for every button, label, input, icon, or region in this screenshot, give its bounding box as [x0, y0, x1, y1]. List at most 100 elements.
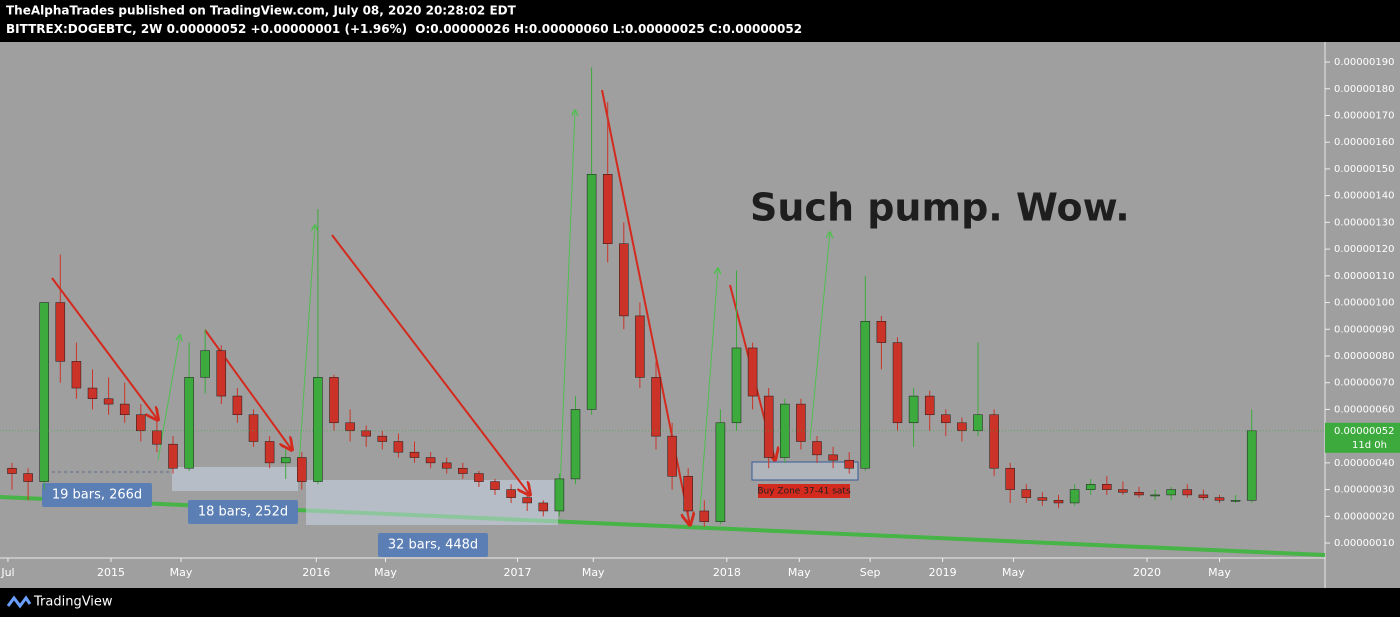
candle-body: [248, 414, 259, 442]
ohlc-value: 0.00000025: [625, 22, 705, 36]
arrow: [699, 268, 718, 511]
candle-body: [168, 443, 178, 469]
y-tick-label: 0.00000010: [1334, 538, 1394, 549]
candle-body: [425, 457, 436, 464]
candle-body: [1214, 497, 1225, 501]
price-label-bg: [1325, 422, 1400, 453]
candle-body: [458, 467, 468, 474]
price-label: 0.00000052: [1334, 426, 1394, 437]
candle-body: [474, 473, 484, 482]
x-tick-label: May: [170, 566, 193, 579]
candle-body: [490, 481, 500, 490]
y-tick-label: 0.00000150: [1334, 164, 1394, 175]
last: 0.00000052: [167, 22, 247, 36]
candle-body: [1085, 483, 1096, 490]
candle-body: [1166, 489, 1176, 496]
candle-body: [506, 489, 516, 498]
candle-body: [876, 320, 887, 343]
candle-body: [860, 320, 871, 469]
footer: TradingView: [6, 595, 113, 610]
y-tick-label: 0.00000030: [1334, 485, 1394, 496]
candle-body: [1037, 497, 1048, 501]
candle-body: [1102, 483, 1112, 490]
candle-body: [409, 451, 420, 458]
arrow: [51, 277, 158, 420]
candle-body: [441, 462, 452, 469]
candle-body: [87, 387, 98, 399]
range-label: 19 bars, 266d: [52, 488, 142, 503]
candle-body: [989, 414, 999, 469]
candle-body: [812, 441, 822, 456]
chart-bg: [0, 42, 1400, 588]
ohlc-label: O:: [415, 22, 430, 36]
candle-body: [1182, 489, 1193, 496]
x-tick-label: Jul: [0, 566, 14, 579]
header-bg: [0, 0, 1400, 42]
candle-body: [55, 302, 66, 362]
ohlc-label: L:: [613, 22, 625, 36]
candle-body: [602, 174, 613, 245]
candle-body: [1118, 489, 1128, 493]
change: +0.00000001 (+1.96%): [251, 22, 408, 36]
candle-body: [522, 497, 532, 504]
logo: [6, 595, 32, 609]
candle-body: [361, 430, 371, 437]
arrow: [297, 225, 315, 481]
candle-body: [393, 441, 404, 453]
y-tick-label: 0.00000040: [1334, 458, 1394, 469]
candle-body: [1134, 492, 1144, 496]
candle-body: [828, 454, 838, 461]
candle-body: [119, 403, 130, 416]
y-tick-label: 0.00000180: [1334, 84, 1394, 95]
y-tick-label: 0.00000080: [1334, 351, 1394, 362]
ohlc-value: 0.00000060: [529, 22, 609, 36]
candle-body: [554, 478, 565, 512]
candle-body: [297, 457, 307, 482]
candle-body: [1150, 494, 1160, 497]
buy-zone-label: Buy Zone 37-41 sats: [757, 487, 851, 497]
candle-body: [908, 395, 919, 424]
symbol: BITTREX:DOGEBTC, 2W: [6, 22, 162, 36]
x-tick-label: May: [788, 566, 811, 579]
candle-body: [313, 377, 323, 482]
candle-body: [39, 302, 49, 482]
arrow: [331, 234, 530, 495]
buy-zone-box: [751, 461, 859, 481]
candle-body: [1230, 500, 1241, 502]
y-tick-label: 0.00000060: [1334, 404, 1394, 415]
candle-body: [892, 342, 903, 424]
candle-body: [103, 398, 114, 405]
ohlc-value: 0.00000052: [722, 22, 802, 36]
y-tick-label: 0.00000070: [1334, 378, 1394, 389]
candle-body: [71, 361, 82, 389]
candle-body: [924, 395, 935, 416]
candle-body: [731, 347, 742, 424]
x-tick-label: 2015: [97, 566, 125, 579]
y-tick-label: 0.00000090: [1334, 324, 1394, 335]
candle-body: [747, 347, 758, 397]
annotations: 19 bars, 266d 18 bars, 252d 32 bars, 448…: [0, 89, 1326, 557]
candle-body: [280, 457, 291, 464]
candle-body: [152, 430, 162, 445]
ohlc-label: H:: [514, 22, 529, 36]
arrow: [157, 335, 180, 461]
y-tick-label: 0.00000170: [1334, 110, 1394, 121]
candle-body: [619, 243, 629, 317]
candle-body: [1198, 494, 1209, 498]
candle-body: [1053, 500, 1064, 504]
x-tick-label: Sep: [860, 566, 881, 579]
headline: Such pump. Wow.: [750, 186, 1130, 230]
y-tick-label: 0.00000020: [1334, 511, 1394, 522]
candle-body: [796, 403, 806, 442]
candle-body: [683, 475, 693, 512]
candle-body: [232, 395, 243, 416]
candle-body: [715, 422, 726, 522]
ohlc-label: C:: [709, 22, 723, 36]
candle-body: [844, 459, 854, 469]
candle-body: [1005, 467, 1015, 490]
candle-body: [973, 414, 983, 432]
countdown: 11d 0h: [1352, 440, 1387, 451]
y-tick-label: 0.00000160: [1334, 137, 1394, 148]
up-arrows: [157, 110, 830, 511]
